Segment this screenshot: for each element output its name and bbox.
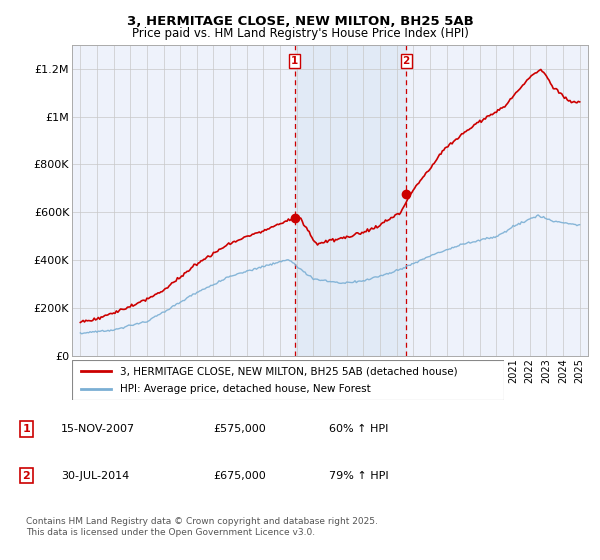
Text: HPI: Average price, detached house, New Forest: HPI: Average price, detached house, New … (119, 384, 370, 394)
Text: 60% ↑ HPI: 60% ↑ HPI (329, 424, 388, 434)
Bar (295, 45, 406, 356)
Text: 30-JUL-2014: 30-JUL-2014 (61, 470, 129, 480)
Text: 79% ↑ HPI: 79% ↑ HPI (329, 470, 388, 480)
Text: 1: 1 (291, 55, 298, 66)
Text: 3, HERMITAGE CLOSE, NEW MILTON, BH25 5AB (detached house): 3, HERMITAGE CLOSE, NEW MILTON, BH25 5AB… (119, 366, 457, 376)
Text: £575,000: £575,000 (214, 424, 266, 434)
Text: 2: 2 (403, 55, 410, 66)
Text: 2: 2 (23, 470, 30, 480)
Text: Contains HM Land Registry data © Crown copyright and database right 2025.
This d: Contains HM Land Registry data © Crown c… (26, 517, 378, 536)
Text: 1: 1 (23, 424, 30, 434)
Text: 15-NOV-2007: 15-NOV-2007 (61, 424, 135, 434)
Text: 3, HERMITAGE CLOSE, NEW MILTON, BH25 5AB: 3, HERMITAGE CLOSE, NEW MILTON, BH25 5AB (127, 15, 473, 27)
Text: Price paid vs. HM Land Registry's House Price Index (HPI): Price paid vs. HM Land Registry's House … (131, 27, 469, 40)
Text: £675,000: £675,000 (214, 470, 266, 480)
